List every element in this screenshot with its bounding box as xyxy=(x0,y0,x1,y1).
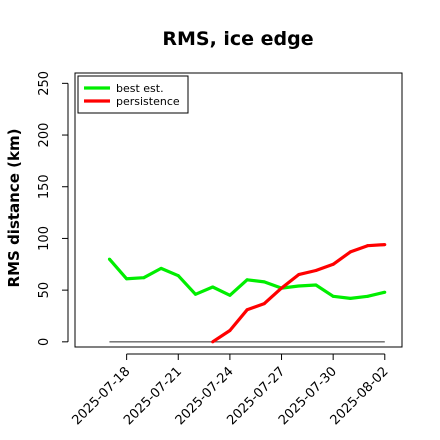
y-tick-label: 250 xyxy=(37,71,52,96)
y-tick-label: 0 xyxy=(37,338,52,346)
series-0-point xyxy=(159,266,163,270)
series-0-point xyxy=(142,276,146,280)
y-axis-label: RMS distance (km) xyxy=(5,129,23,288)
series-1-point xyxy=(262,302,266,306)
legend-label: persistence xyxy=(116,95,180,108)
x-axis: 2025-07-182025-07-212025-07-242025-07-27… xyxy=(69,353,392,428)
series-0-point xyxy=(107,257,111,261)
series-0-point xyxy=(176,274,180,278)
series-0-point xyxy=(125,277,129,281)
series-1-point xyxy=(366,244,370,248)
y-tick-label: 200 xyxy=(37,123,52,148)
series-0-point xyxy=(228,293,232,297)
series-1-point xyxy=(331,262,335,266)
series-line-1 xyxy=(211,243,385,344)
y-tick-label: 150 xyxy=(37,174,52,199)
plot-area xyxy=(74,72,403,348)
series-0-point xyxy=(211,285,215,289)
series-1-point xyxy=(348,250,352,254)
series-0-point xyxy=(348,296,352,300)
series-0-point xyxy=(262,280,266,284)
legend: best est.persistence xyxy=(77,75,189,114)
series-1-point xyxy=(228,328,232,332)
y-tick-label: 50 xyxy=(37,282,52,299)
series-1-point xyxy=(383,243,387,247)
series-1-point xyxy=(314,268,318,272)
series-0-point xyxy=(314,283,318,287)
y-axis: 0 50 100 150 200 250 xyxy=(37,71,69,346)
y-tick-label: 100 xyxy=(37,226,52,251)
series-lines xyxy=(107,243,387,344)
plot-frame xyxy=(74,72,403,348)
series-0-point xyxy=(366,294,370,298)
series-0-point xyxy=(245,278,249,282)
series-0-point xyxy=(193,292,197,296)
series-1-point xyxy=(280,286,284,290)
chart-title: RMS, ice edge xyxy=(162,28,313,50)
series-1-point xyxy=(297,273,301,277)
legend-box xyxy=(77,75,189,114)
legend-label: best est. xyxy=(116,82,164,95)
series-1-point xyxy=(211,340,215,344)
series-0-point xyxy=(331,294,335,298)
series-0-point xyxy=(383,290,387,294)
series-0-point xyxy=(297,284,301,288)
series-1-point xyxy=(245,308,249,312)
